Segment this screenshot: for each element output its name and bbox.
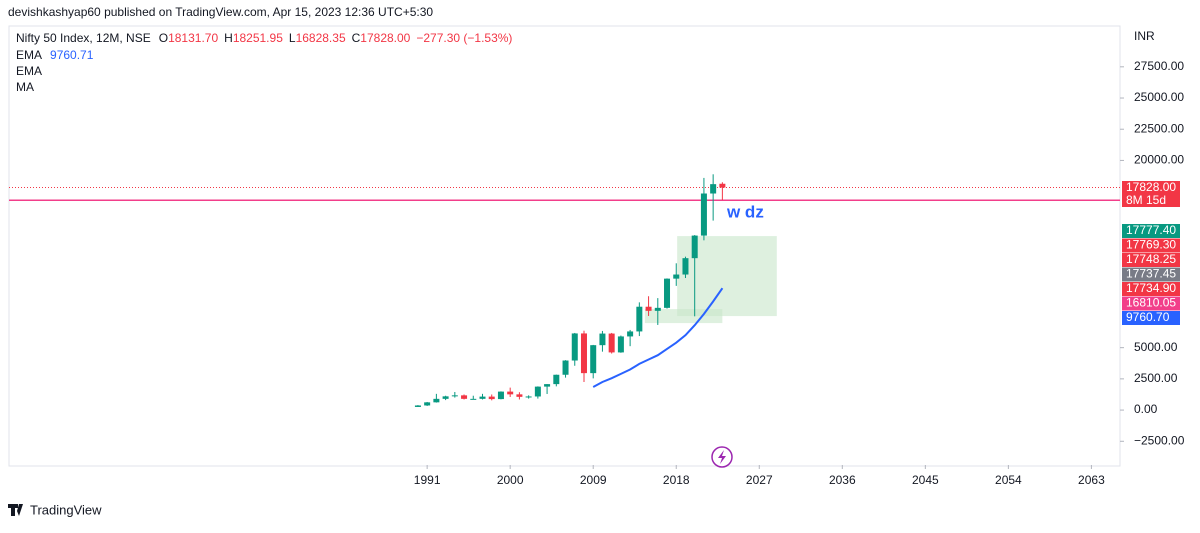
legend-key: C	[352, 31, 361, 45]
y-tick-label: 25000.00	[1134, 90, 1184, 104]
y-tick-label: −2500.00	[1134, 433, 1185, 447]
candle-body	[461, 395, 468, 399]
price-label-bg	[1122, 311, 1180, 325]
y-tick-label: 20000.00	[1134, 153, 1184, 167]
candle-body	[516, 394, 523, 397]
price-label: 17734.90	[1126, 281, 1176, 295]
candle-body	[507, 391, 514, 395]
candle-body	[664, 278, 671, 308]
candle-body	[654, 307, 661, 311]
legend-key: L	[289, 31, 296, 45]
legend-key: H	[224, 31, 233, 45]
legend-value: 16828.35	[296, 31, 346, 45]
zone	[644, 309, 723, 324]
indicator-name: EMA	[16, 48, 42, 62]
candle-body	[580, 333, 587, 374]
y-tick-label: 27500.00	[1134, 59, 1184, 73]
candle-body	[682, 258, 689, 275]
price-label-bg	[1122, 181, 1180, 195]
legend-value: 18251.95	[233, 31, 283, 45]
price-label: 8M 15d	[1126, 193, 1166, 207]
price-label: 17777.40	[1126, 223, 1176, 237]
price-label-bg	[1122, 224, 1180, 238]
candle-body	[525, 396, 532, 398]
candle-body	[691, 235, 698, 259]
event-icon-bolt	[718, 450, 726, 464]
x-tick-label: 2054	[995, 473, 1022, 487]
price-label-bg	[1122, 253, 1180, 267]
y-tick-label: 22500.00	[1134, 121, 1184, 135]
x-tick-label: 2045	[912, 473, 939, 487]
candle-body	[590, 345, 597, 374]
indicator-name: EMA	[16, 64, 42, 78]
candle-body	[488, 396, 495, 400]
indicator-label: EMA	[16, 64, 42, 78]
price-label-bg	[1122, 296, 1180, 311]
y-tick-label: 0.00	[1134, 402, 1158, 416]
y-tick-label: 5000.00	[1134, 340, 1178, 354]
candle-body	[424, 402, 431, 406]
indicator-label: MA	[16, 80, 34, 94]
indicator-label: EMA 9760.71	[16, 48, 94, 62]
price-label: 9760.70	[1126, 310, 1170, 324]
x-tick-label: 2009	[580, 473, 607, 487]
annotation: w dz	[726, 202, 764, 221]
price-label: 16810.05	[1126, 296, 1176, 310]
candle-body	[442, 396, 449, 399]
candle-body	[553, 374, 560, 385]
candle-body	[636, 306, 643, 332]
footer: TradingView	[30, 502, 102, 517]
legend-value: 18131.70	[168, 31, 218, 45]
ema-line	[592, 287, 724, 388]
x-tick-label: 2018	[663, 473, 690, 487]
candle-body	[710, 184, 717, 194]
candle-body	[562, 360, 569, 375]
legend: Nifty 50 Index, 12M, NSE O18131.70 H18251.…	[16, 31, 512, 45]
candle-body	[645, 306, 652, 311]
price-label-bg	[1122, 238, 1180, 253]
x-tick-label: 1991	[414, 473, 441, 487]
y-tick-label: 2500.00	[1134, 371, 1178, 385]
currency: INR	[1134, 29, 1155, 43]
candle-body	[719, 183, 726, 188]
candle-body	[673, 274, 680, 279]
price-label: 17769.30	[1126, 238, 1176, 252]
candle-body	[571, 333, 578, 361]
x-tick-label: 2000	[497, 473, 524, 487]
price-label: 17828.00	[1126, 180, 1176, 194]
candle-body	[470, 398, 477, 400]
candle-body	[433, 398, 440, 403]
logo	[8, 504, 23, 516]
candle-body	[617, 336, 624, 353]
header: devishkashyap60 published on TradingView…	[8, 5, 433, 19]
price-label: 17737.45	[1126, 267, 1176, 281]
candle-body	[599, 333, 606, 346]
candle-body	[700, 193, 707, 236]
candle-body	[544, 384, 551, 387]
indicator-name: MA	[16, 80, 34, 94]
candle-body	[608, 333, 615, 353]
price-label-bg	[1122, 267, 1180, 282]
indicator-value: 9760.71	[50, 48, 94, 62]
candle-body	[451, 395, 458, 397]
candle-body	[497, 391, 504, 400]
x-tick-label: 2036	[829, 473, 856, 487]
legend-value: 17828.00	[360, 31, 410, 45]
legend-change: −277.30 (−1.53%)	[416, 31, 512, 45]
price-label-bg	[1122, 282, 1180, 296]
x-tick-label: 2027	[746, 473, 773, 487]
legend-key: O	[159, 31, 168, 45]
candle-body	[414, 405, 421, 407]
candle-body	[534, 386, 541, 397]
price-label: 17748.25	[1126, 252, 1176, 266]
candle-body	[627, 331, 634, 337]
legend-symbol: Nifty 50 Index, 12M, NSE	[16, 31, 151, 45]
candle-body	[479, 396, 486, 399]
price-label-bg	[1122, 194, 1180, 207]
x-tick-label: 2063	[1078, 473, 1105, 487]
